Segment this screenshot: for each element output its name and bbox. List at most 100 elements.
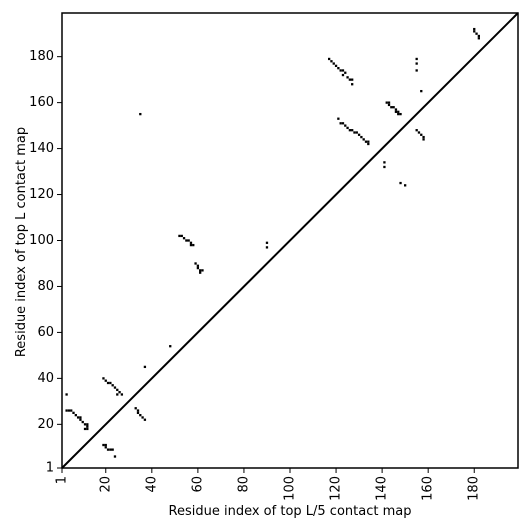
contact-point-upper (346, 126, 349, 130)
contact-point-lower (106, 448, 110, 451)
contact-point-lower (104, 446, 107, 449)
contact-point-upper (477, 37, 480, 40)
x-tick-label: 1 (55, 476, 70, 484)
contact-point-upper (143, 365, 147, 369)
contact-point-lower (102, 377, 105, 380)
contact-point-upper (473, 30, 476, 33)
y-tick-label: 160 (29, 95, 54, 110)
contact-point-upper (332, 62, 335, 65)
contact-point-upper (420, 133, 423, 136)
contact-point-upper (415, 57, 418, 61)
contact-point-upper (339, 122, 342, 125)
contact-point-lower (83, 427, 87, 431)
y-tick-label: 180 (29, 49, 54, 64)
y-tick-label: 80 (37, 279, 54, 294)
contact-point-lower (76, 416, 80, 419)
contact-point-upper (201, 269, 204, 272)
contact-point-lower (79, 418, 82, 421)
y-tick-label: 120 (29, 187, 54, 202)
contact-point-lower (79, 416, 82, 419)
diagonal-line (61, 12, 519, 469)
contact-point-upper (477, 34, 480, 38)
x-tick-label: 160 (421, 476, 436, 501)
y-tick-label: 100 (29, 233, 54, 248)
contact-point-upper (385, 101, 388, 104)
x-axis-label: Residue index of top L/5 contact map (169, 504, 412, 519)
x-tick-label: 80 (236, 476, 251, 493)
contact-point-upper (348, 78, 352, 81)
contact-point-upper (392, 106, 395, 109)
contact-point-upper (185, 239, 188, 242)
contact-point-upper (397, 110, 400, 113)
contact-point-lower (86, 423, 89, 426)
x-tick-label: 140 (375, 476, 390, 501)
contact-point-upper (328, 57, 331, 61)
contact-point-upper (199, 271, 202, 274)
contact-point-lower (65, 409, 68, 412)
x-tick-label: 100 (283, 476, 298, 501)
contact-point-upper (417, 131, 421, 134)
contact-point-upper (420, 89, 423, 93)
contact-point-upper (334, 64, 338, 67)
x-tick-label: 60 (190, 476, 205, 493)
contact-point-upper (189, 241, 193, 244)
contact-point-lower (136, 409, 140, 412)
contact-point-lower (65, 393, 68, 396)
contact-point-lower (111, 384, 114, 387)
contact-point-upper (196, 264, 200, 267)
contact-point-lower (86, 427, 89, 431)
contact-point-upper (415, 62, 418, 65)
contact-point-lower (109, 448, 112, 451)
contact-point-upper (180, 234, 183, 238)
contact-point-lower (70, 409, 73, 412)
contact-point-upper (199, 269, 202, 272)
x-tick-label: 40 (144, 476, 159, 493)
contact-point-upper (192, 243, 195, 247)
contact-point-upper (265, 246, 269, 249)
contact-point-upper (182, 237, 186, 240)
contact-point-upper (330, 60, 333, 63)
contact-point-lower (86, 425, 89, 428)
contact-point-upper (189, 243, 193, 247)
y-tick-label: 1 (46, 461, 54, 476)
contact-point-upper (196, 266, 200, 270)
contact-point-lower (104, 379, 107, 382)
contact-point-lower (83, 423, 87, 426)
y-tick-label: 60 (37, 325, 54, 340)
contact-point-lower (113, 455, 117, 458)
contact-point-upper (367, 140, 370, 143)
contact-point-upper (351, 129, 354, 132)
contact-point-lower (143, 418, 147, 421)
contact-point-upper (399, 112, 402, 116)
contact-point-upper (139, 112, 142, 116)
contact-point-upper (387, 103, 391, 107)
y-tick-label: 40 (37, 371, 54, 386)
contact-point-upper (187, 239, 190, 242)
contact-point-lower (118, 391, 121, 394)
contact-point-upper (364, 140, 368, 143)
contact-point-lower (67, 409, 71, 412)
contact-point-upper (351, 78, 354, 81)
contact-point-upper (357, 133, 361, 136)
contact-point-upper (346, 76, 349, 79)
contact-point-upper (475, 32, 478, 35)
contacts-layer (65, 27, 480, 458)
contact-point-upper (337, 117, 340, 120)
contact-point-upper (360, 135, 363, 139)
contact-point-lower (74, 414, 77, 417)
contact-point-upper (169, 345, 172, 348)
contact-point-upper (348, 129, 352, 132)
contact-point-upper (390, 106, 393, 109)
contact-point-lower (116, 388, 119, 392)
contact-point-lower (139, 414, 142, 417)
contact-point-lower (106, 381, 110, 385)
y-tick-label: 20 (37, 417, 54, 432)
contact-point-lower (102, 443, 105, 447)
x-axis-ticks: 1 20 40 60 80 100 120 140 160 180 (55, 468, 482, 501)
contact-point-lower (111, 448, 114, 451)
contact-point-upper (339, 69, 342, 72)
contact-point-upper (399, 181, 402, 185)
contact-point-lower (120, 393, 124, 396)
